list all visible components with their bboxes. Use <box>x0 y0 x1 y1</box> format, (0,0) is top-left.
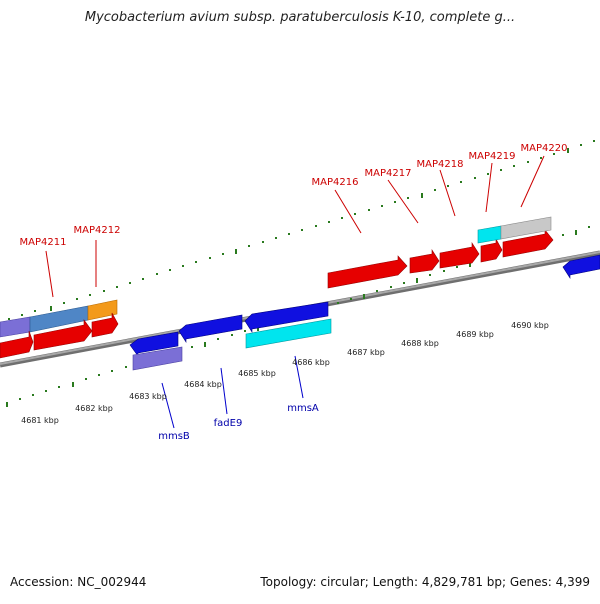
kbp-label: 4689 kbp <box>456 330 494 339</box>
kbp-labels: 4681 kbp 4682 kbp 4683 kbp 4684 kbp 4685… <box>21 321 549 425</box>
gene-map4211-arrow[interactable] <box>0 330 34 359</box>
kbp-label: 4686 kbp <box>292 358 330 367</box>
feature-purple-mmsb[interactable] <box>132 346 183 371</box>
reverse-leaders <box>161 355 304 429</box>
gene-label-map4212[interactable]: MAP4212 <box>74 225 121 236</box>
kbp-label: 4683 kbp <box>129 392 167 401</box>
kbp-label: 4685 kbp <box>238 369 276 378</box>
forward-gene-labels: MAP4211 MAP4212 MAP4216 MAP4217 MAP4218 … <box>20 143 568 248</box>
gene-map4218-arrow[interactable] <box>439 241 480 269</box>
forward-leaders <box>45 155 545 298</box>
gene-label-map4220[interactable]: MAP4220 <box>521 143 568 154</box>
gene-map4219-arrow[interactable] <box>480 238 503 263</box>
feature-cyan-mmsa[interactable] <box>245 318 332 349</box>
map-title: Mycobacterium avium subsp. paratuberculo… <box>84 10 516 25</box>
forward-tick-track <box>8 140 595 320</box>
gene-map4217-arrow[interactable] <box>409 248 440 274</box>
gene-map4216-arrow[interactable] <box>327 255 408 289</box>
gene-map4220-arrow[interactable] <box>502 229 554 258</box>
kbp-label: 4687 kbp <box>347 348 385 357</box>
genome-summary-text: Topology: circular; Length: 4,829,781 bp… <box>260 575 590 589</box>
kbp-label: 4688 kbp <box>401 339 439 348</box>
kbp-label: 4690 kbp <box>511 321 549 330</box>
feature-orange[interactable] <box>87 299 118 321</box>
kbp-label: 4681 kbp <box>21 416 59 425</box>
accession-text: Accession: NC_002944 <box>10 575 147 589</box>
gene-label-map4216[interactable]: MAP4216 <box>312 177 359 188</box>
feature-gray[interactable] <box>500 216 552 240</box>
gene-label-fade9[interactable]: fadE9 <box>214 418 243 429</box>
gene-label-mmsa[interactable]: mmsA <box>287 403 319 414</box>
gene-label-map4211[interactable]: MAP4211 <box>20 237 67 248</box>
gene-fade9-arrow[interactable] <box>178 314 243 344</box>
gene-label-map4218[interactable]: MAP4218 <box>417 159 464 170</box>
kbp-label: 4684 kbp <box>184 380 222 389</box>
gene-map4212-arrow[interactable] <box>91 312 119 338</box>
forward-features <box>0 216 554 359</box>
kbp-label: 4682 kbp <box>75 404 113 413</box>
feature-purple-left[interactable] <box>0 316 31 338</box>
reverse-features <box>129 254 600 371</box>
feature-cyan-forward[interactable] <box>477 225 502 244</box>
gene-label-map4219[interactable]: MAP4219 <box>469 151 516 162</box>
gene-right-reverse-arrow[interactable] <box>562 254 600 280</box>
gene-label-mmsb[interactable]: mmsB <box>158 431 190 442</box>
gene-label-map4217[interactable]: MAP4217 <box>365 168 412 179</box>
gene-mmsa-arrow[interactable] <box>244 301 329 334</box>
reverse-gene-labels: mmsB fadE9 mmsA <box>158 403 319 442</box>
